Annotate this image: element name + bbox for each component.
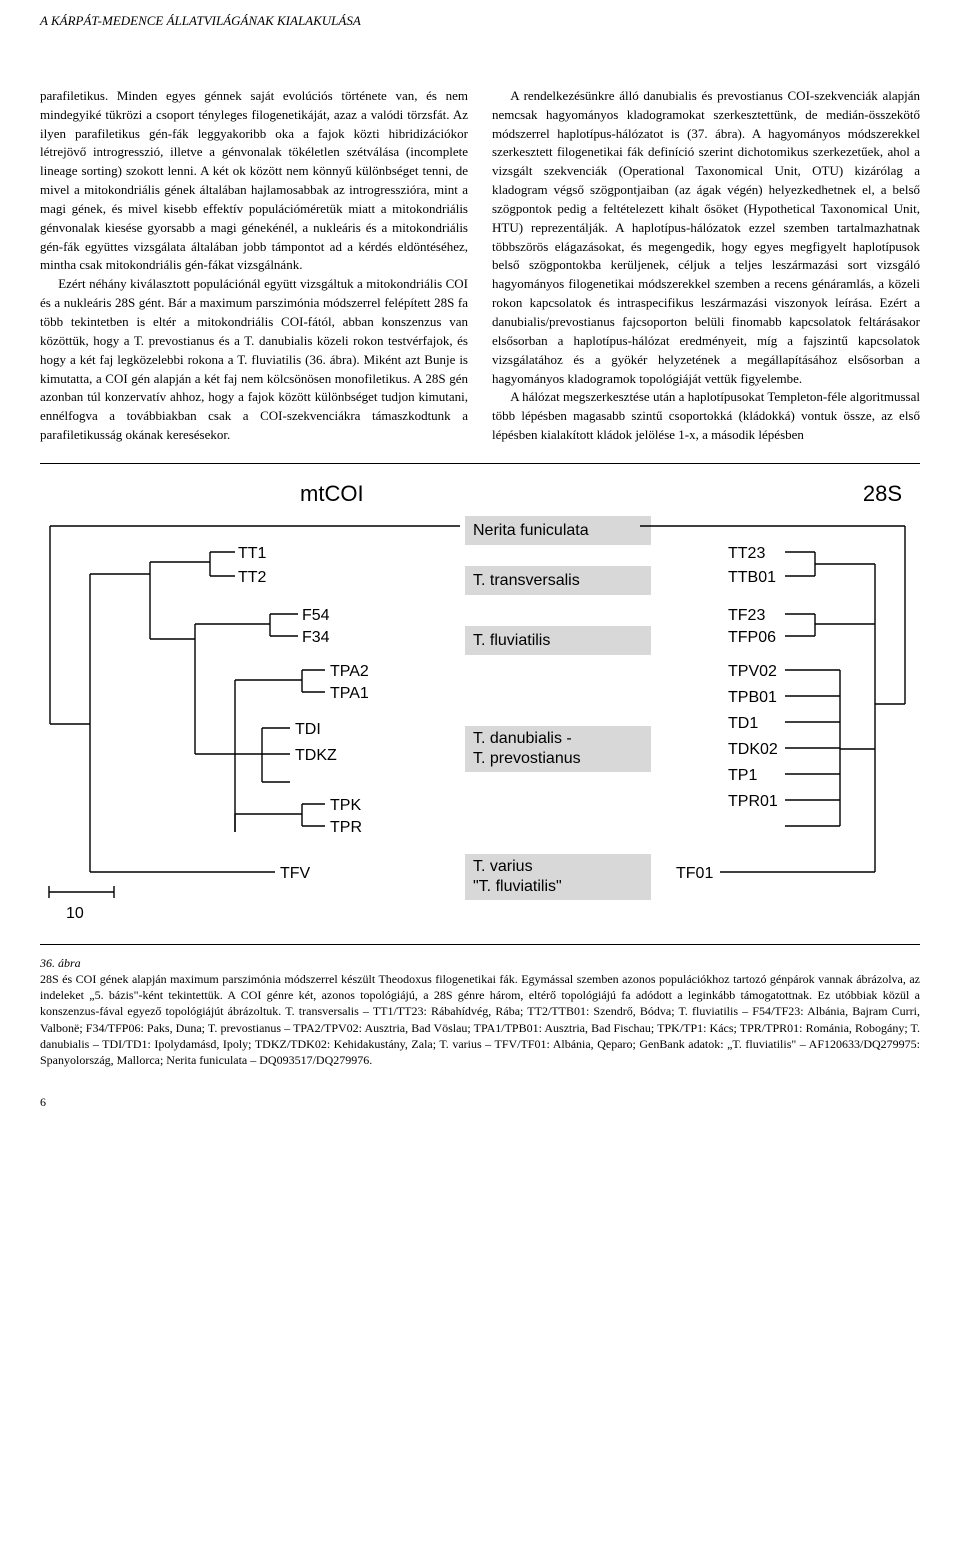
scale-bar-label: 10 xyxy=(66,902,84,925)
tip-tpr: TPR xyxy=(330,816,362,839)
tip-tdk02: TDK02 xyxy=(728,738,778,761)
tip-ttb01: TTB01 xyxy=(728,566,776,589)
tip-tpv02: TPV02 xyxy=(728,660,777,683)
tip-tpa1: TPA1 xyxy=(330,682,369,705)
paragraph: A rendelkezésünkre álló danubialis és pr… xyxy=(492,87,920,389)
caption-text: 28S és COI gének alapján maximum parszim… xyxy=(40,972,920,1067)
tip-tfv: TFV xyxy=(280,862,310,885)
taxon-danub-prev: T. danubialis - T. prevostianus xyxy=(465,726,651,772)
tip-td1: TD1 xyxy=(728,712,758,735)
figure-caption: 36. ábra 28S és COI gének alapján maximu… xyxy=(0,945,960,1088)
running-head: A KÁRPÁT-MEDENCE ÁLLATVILÁGÁNAK KIALAKUL… xyxy=(0,0,960,37)
taxon-nerita: Nerita funiculata xyxy=(465,516,651,545)
left-column: parafiletikus. Minden egyes génnek saját… xyxy=(40,87,468,445)
tip-tt1: TT1 xyxy=(238,542,266,565)
figure-36: mtCOI 28S Nerita funiculata T. transvers… xyxy=(40,463,920,945)
tip-tpa2: TPA2 xyxy=(330,660,369,683)
tree-right-svg xyxy=(640,474,920,924)
tip-tf01: TF01 xyxy=(676,862,713,885)
tip-tf23: TF23 xyxy=(728,604,765,627)
taxon-varius: T. varius "T. fluviatilis" xyxy=(465,854,651,900)
taxon-transversalis: T. transversalis xyxy=(465,566,651,595)
phylogenetic-trees: mtCOI 28S Nerita funiculata T. transvers… xyxy=(40,474,920,934)
tip-tpb01: TPB01 xyxy=(728,686,777,709)
page-number: 6 xyxy=(0,1088,960,1131)
tip-tfp06: TFP06 xyxy=(728,626,776,649)
tip-tp1: TP1 xyxy=(728,764,757,787)
taxon-fluviatilis: T. fluviatilis xyxy=(465,626,651,655)
right-column: A rendelkezésünkre álló danubialis és pr… xyxy=(492,87,920,445)
tip-tt23: TT23 xyxy=(728,542,765,565)
scale-bar-svg xyxy=(44,882,134,922)
tip-tdi: TDI xyxy=(295,718,321,741)
figure-number: 36. ábra xyxy=(40,956,81,970)
tip-tt2: TT2 xyxy=(238,566,266,589)
text-columns: parafiletikus. Minden egyes génnek saját… xyxy=(0,37,960,463)
tip-tdkz: TDKZ xyxy=(295,744,337,767)
tip-tpr01: TPR01 xyxy=(728,790,778,813)
tip-tpk: TPK xyxy=(330,794,361,817)
paragraph: Ezért néhány kiválasztott populációnál e… xyxy=(40,275,468,445)
paragraph: parafiletikus. Minden egyes génnek saját… xyxy=(40,87,468,275)
tip-f54: F54 xyxy=(302,604,330,627)
paragraph: A hálózat megszerkesztése után a haplotí… xyxy=(492,388,920,445)
tip-f34: F34 xyxy=(302,626,330,649)
